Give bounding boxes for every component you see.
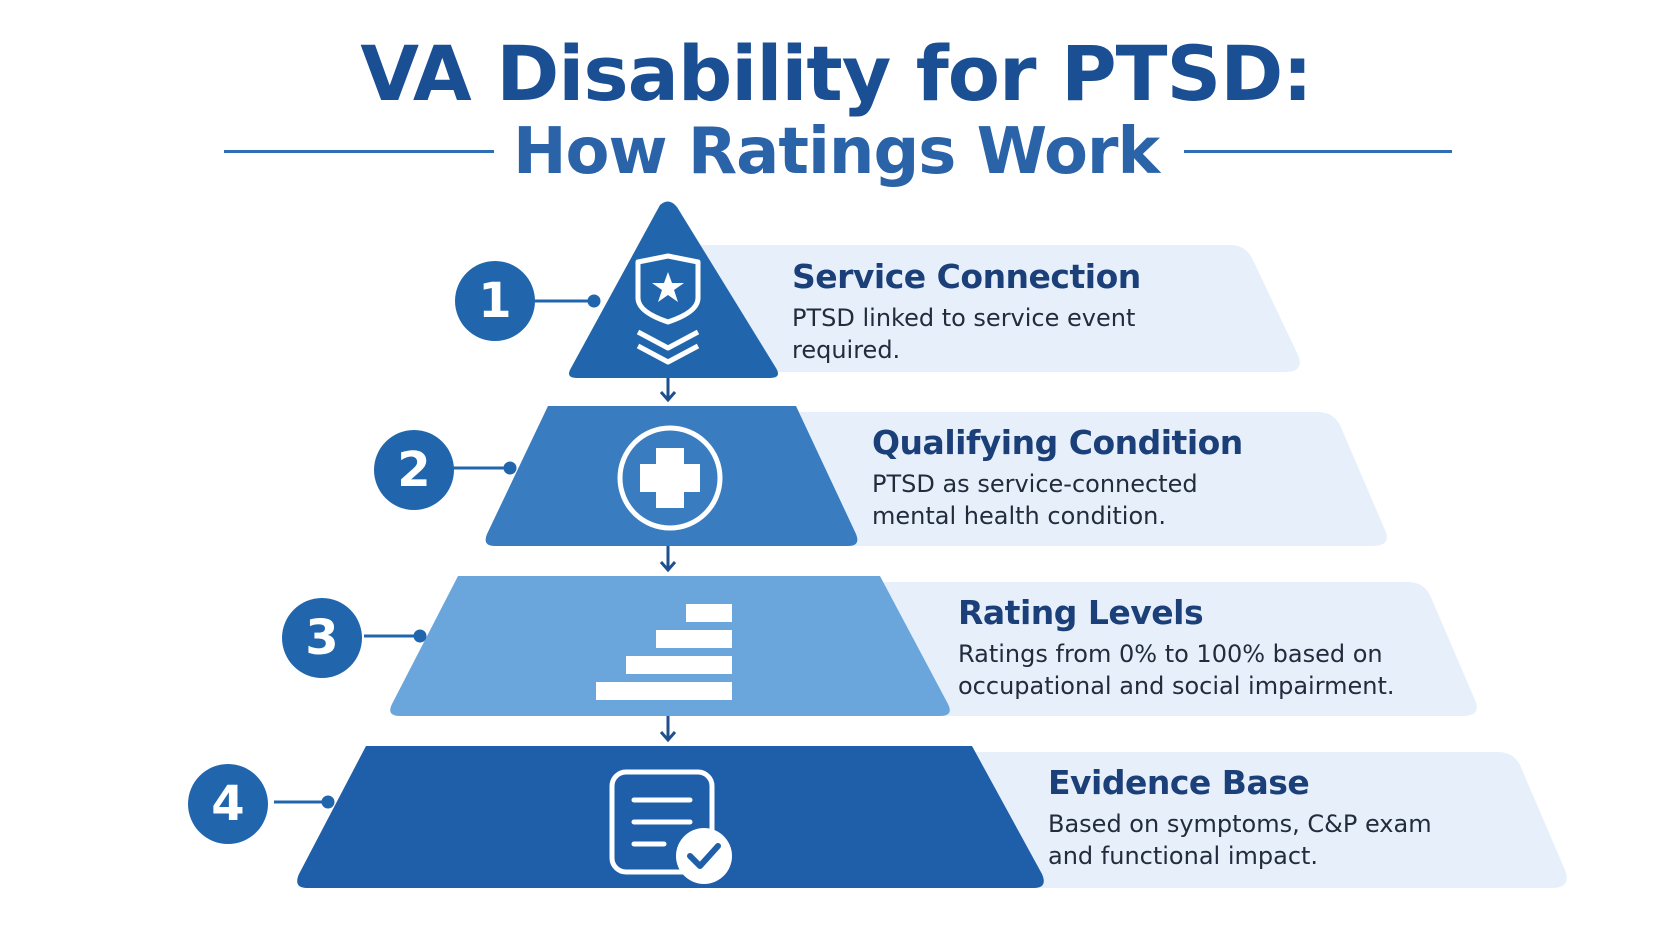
step-1-title: Service Connection [792,257,1141,296]
shield-star-icon [635,253,701,365]
connector-3 [364,629,427,643]
step-4-title: Evidence Base [1048,763,1310,802]
step-number-3: 3 [282,598,362,678]
step-3-desc: Ratings from 0% to 100% based on occupat… [958,640,1395,700]
panel-3 [870,582,1477,716]
connector-1 [530,294,601,308]
panel-2 [790,412,1387,546]
connector-4 [274,795,335,809]
step-2-desc: PTSD as service-connected mental health … [872,470,1198,530]
tier-4 [297,746,1044,888]
step-number-2: 2 [374,430,454,510]
arrow-1-2 [659,378,677,403]
step-4-text: Evidence Base Based on symptoms, C&P exa… [1048,762,1438,872]
step-2-text: Qualifying Condition PTSD as service-con… [872,422,1243,532]
arrow-2-3 [659,546,677,573]
step-number-4: 4 [188,764,268,844]
document-check-icon [609,769,732,884]
step-3-title: Rating Levels [958,593,1204,632]
step-3-text: Rating Levels Ratings from 0% to 100% ba… [958,592,1428,702]
bar-levels-icon [596,604,732,700]
step-4-desc: Based on symptoms, C&P exam and function… [1048,810,1432,870]
step-2-title: Qualifying Condition [872,423,1243,462]
medical-cross-icon [617,425,723,531]
arrow-3-4 [659,716,677,743]
page-subtitle: How Ratings Work [512,115,1160,189]
connector-2 [452,461,517,475]
panel-1 [700,245,1300,372]
step-number-1: 1 [455,261,535,341]
step-1-desc: PTSD linked to service event required. [792,304,1136,364]
page-title: VA Disability for PTSD: [360,29,1312,118]
step-1-text: Service Connection PTSD linked to servic… [792,256,1152,366]
title-rule-right [1184,150,1452,153]
panel-4 [960,752,1567,888]
title-rule-left [224,150,494,153]
